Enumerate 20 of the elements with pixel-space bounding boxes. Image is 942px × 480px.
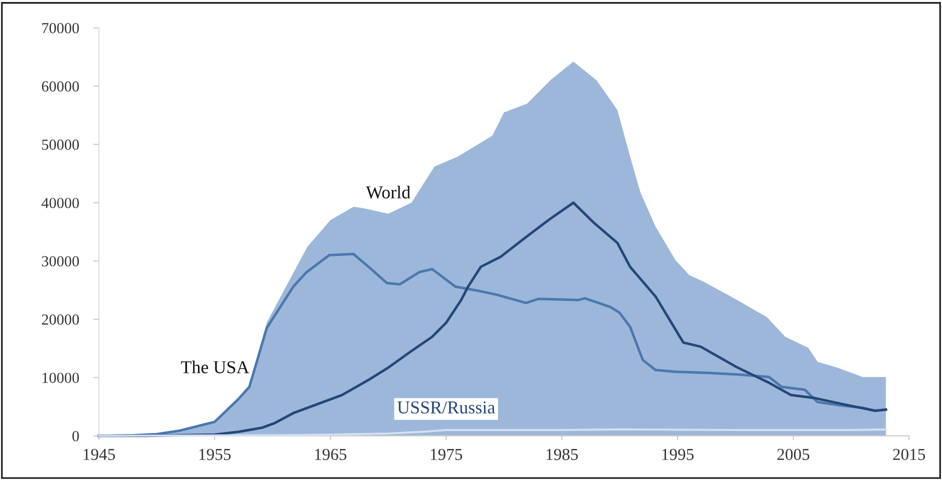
x-tick-label: 2005: [777, 448, 810, 460]
y-tick-label: 20000: [42, 314, 79, 325]
series-label: USSR/Russia: [397, 401, 496, 414]
y-tick-label: 0: [72, 430, 79, 442]
x-tick-label: 1995: [662, 448, 694, 460]
y-tick-label: 30000: [42, 256, 79, 266]
series-label: The USA: [180, 360, 250, 374]
y-tick-label: 50000: [42, 140, 79, 150]
series-label: World: [366, 186, 410, 199]
x-tick-label: 1955: [199, 448, 231, 460]
x-tick-label: 2015: [893, 448, 926, 460]
x-tick-label: 1965: [315, 448, 346, 460]
y-tick-label: 40000: [42, 198, 79, 208]
x-tick-label: 1985: [546, 448, 578, 460]
x-tick-label: 1975: [430, 448, 462, 460]
y-tick-label: 60000: [42, 81, 79, 92]
y-tick-label: 10000: [42, 372, 79, 384]
x-tick-label: 1945: [84, 448, 115, 460]
line-series: [98, 428, 887, 437]
y-tick-label: 70000: [42, 22, 79, 34]
